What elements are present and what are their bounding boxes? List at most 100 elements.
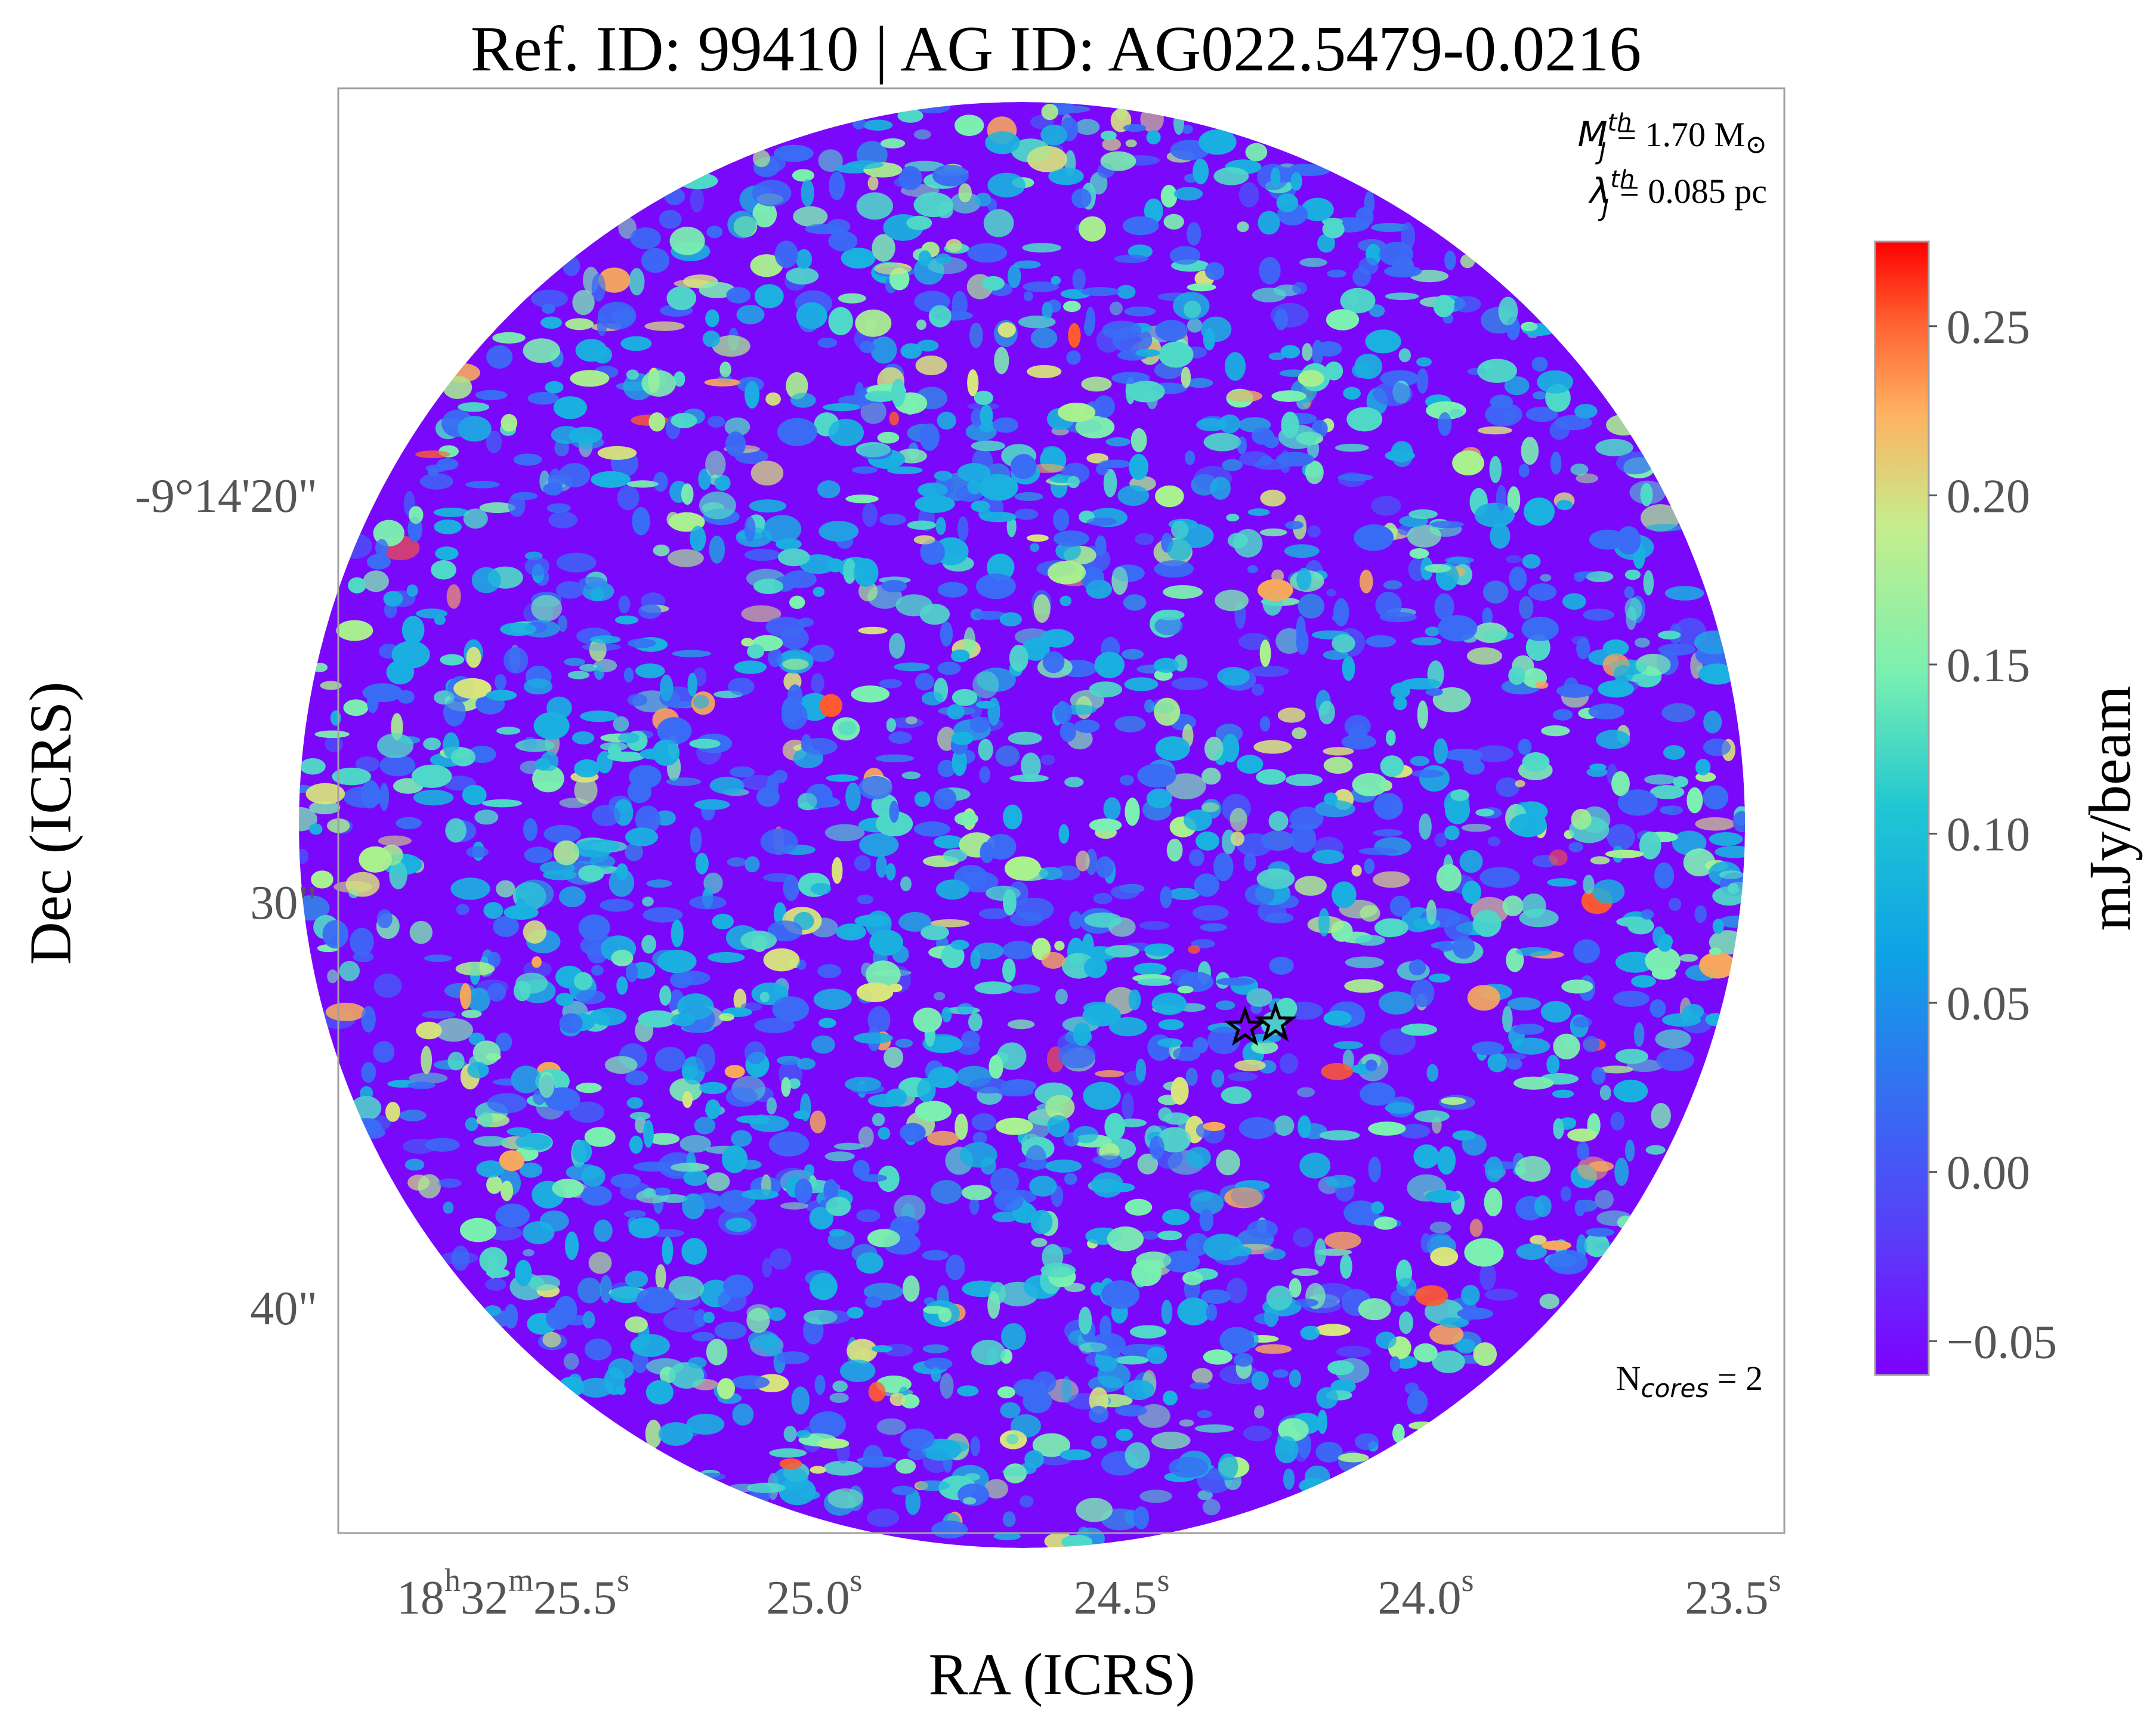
noise-blob xyxy=(1490,394,1513,409)
noise-blob xyxy=(1199,129,1237,155)
noise-blob xyxy=(1408,1422,1436,1430)
noise-blob xyxy=(1014,492,1043,501)
noise-blob xyxy=(705,309,719,327)
noise-blob xyxy=(1275,1436,1299,1463)
noise-blob xyxy=(1021,752,1041,780)
noise-blob xyxy=(668,549,704,567)
noise-blob xyxy=(1407,524,1441,548)
noise-blob xyxy=(1634,638,1650,648)
noise-blob xyxy=(1219,1327,1255,1354)
noise-blob xyxy=(878,1127,891,1140)
noise-blob xyxy=(1032,1433,1070,1457)
noise-blob xyxy=(682,1090,693,1108)
noise-blob xyxy=(726,287,751,304)
noise-blob xyxy=(1319,1130,1360,1141)
noise-blob xyxy=(1079,1342,1107,1353)
noise-blob xyxy=(1332,614,1343,622)
noise-blob xyxy=(1425,1189,1460,1203)
noise-blob xyxy=(900,1123,926,1142)
noise-blob xyxy=(1390,682,1410,699)
noise-blob xyxy=(1104,1113,1125,1141)
noise-blob xyxy=(836,923,867,941)
noise-blob xyxy=(739,1278,749,1297)
noise-blob xyxy=(589,1008,627,1026)
noise-blob xyxy=(1029,1175,1057,1197)
noise-blob xyxy=(1008,731,1042,745)
noise-blob xyxy=(817,964,842,978)
noise-blob xyxy=(1042,651,1065,673)
noise-blob xyxy=(1173,292,1210,320)
noise-blob xyxy=(326,1002,366,1021)
noise-blob xyxy=(727,211,757,239)
noise-blob xyxy=(881,580,907,592)
noise-blob xyxy=(888,731,912,744)
noise-blob xyxy=(846,160,884,169)
noise-blob xyxy=(543,483,563,496)
noise-blob xyxy=(1215,589,1249,611)
noise-blob xyxy=(1599,1085,1611,1101)
noise-blob xyxy=(1547,878,1577,887)
noise-blob xyxy=(501,414,518,432)
noise-blob xyxy=(1181,366,1191,388)
noise-blob xyxy=(1408,509,1438,520)
noise-blob xyxy=(1186,1147,1211,1168)
noise-blob xyxy=(1268,811,1289,831)
noise-blob xyxy=(829,171,845,200)
noise-blob xyxy=(914,791,931,807)
noise-blob xyxy=(1380,755,1404,777)
noise-blob xyxy=(1086,517,1117,526)
noise-blob xyxy=(523,338,560,363)
noise-blob xyxy=(401,616,425,644)
noise-blob xyxy=(838,721,857,736)
noise-blob xyxy=(535,758,551,771)
noise-blob xyxy=(1683,848,1716,877)
noise-blob xyxy=(809,1206,834,1230)
noise-blob xyxy=(460,1218,496,1243)
noise-blob xyxy=(496,880,515,898)
noise-blob xyxy=(1521,616,1559,641)
noise-blob xyxy=(671,413,697,428)
noise-blob xyxy=(778,548,810,567)
noise-blob xyxy=(591,273,606,302)
noise-blob xyxy=(1316,1387,1338,1409)
noise-blob xyxy=(1482,607,1493,626)
noise-blob xyxy=(791,1386,810,1415)
noise-blob xyxy=(1252,684,1264,696)
noise-blob xyxy=(1122,1092,1134,1120)
noise-blob xyxy=(1562,593,1586,610)
noise-blob xyxy=(1624,586,1635,599)
noise-blob xyxy=(638,604,662,619)
noise-blob xyxy=(719,361,731,378)
noise-blob xyxy=(1373,1216,1398,1230)
noise-blob xyxy=(730,766,755,778)
noise-blob xyxy=(1236,833,1272,857)
noise-blob xyxy=(765,392,781,406)
noise-blob xyxy=(858,626,888,635)
noise-blob xyxy=(418,1174,441,1199)
noise-blob xyxy=(478,1111,493,1127)
noise-blob xyxy=(515,1260,532,1286)
noise-blob xyxy=(1081,376,1112,392)
noise-blob xyxy=(540,316,563,329)
noise-blob xyxy=(1003,889,1017,916)
noise-blob xyxy=(1213,852,1234,881)
noise-blob xyxy=(527,392,559,405)
noise-blob xyxy=(336,620,373,641)
noise-blob xyxy=(338,533,372,559)
noise-blob xyxy=(1573,1016,1592,1028)
noise-blob xyxy=(1345,956,1384,969)
noise-blob xyxy=(1130,428,1147,453)
noise-blob xyxy=(666,777,702,786)
noise-blob xyxy=(1151,992,1187,1015)
noise-blob xyxy=(717,1378,735,1399)
noise-blob xyxy=(1135,1058,1147,1082)
noise-blob xyxy=(1105,945,1139,958)
noise-blob xyxy=(1238,1117,1277,1139)
noise-blob xyxy=(1066,350,1081,365)
noise-blob xyxy=(689,895,727,910)
noise-blob xyxy=(1083,318,1094,336)
noise-blob xyxy=(1002,958,1016,982)
noise-blob xyxy=(913,129,931,140)
noise-blob xyxy=(423,737,441,750)
noise-blob xyxy=(1144,943,1175,956)
